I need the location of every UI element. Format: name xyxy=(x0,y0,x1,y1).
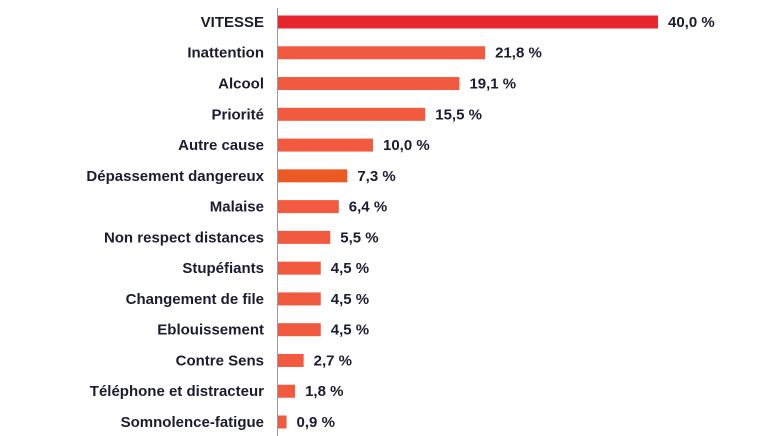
category-label: Stupéfiants xyxy=(182,260,264,277)
value-label: 10,0 % xyxy=(383,137,430,154)
category-label: Malaise xyxy=(210,199,264,216)
value-label: 21,8 % xyxy=(495,45,542,62)
value-label: 0,9 % xyxy=(297,414,335,431)
bar xyxy=(278,46,486,60)
bar xyxy=(278,138,373,152)
category-label: Somnolence-fatigue xyxy=(121,414,264,431)
category-label: VITESSE xyxy=(201,14,264,31)
value-label: 6,4 % xyxy=(349,199,387,216)
category-label: Autre cause xyxy=(178,137,264,154)
bar xyxy=(278,415,287,429)
category-label: Inattention xyxy=(187,45,264,62)
value-label: 4,5 % xyxy=(331,322,369,339)
category-label: Contre Sens xyxy=(176,352,264,369)
category-label: Non respect distances xyxy=(104,229,264,246)
category-label: Alcool xyxy=(218,76,264,93)
value-label: 5,5 % xyxy=(340,229,378,246)
bar xyxy=(278,261,321,275)
bar xyxy=(278,353,304,367)
value-label: 40,0 % xyxy=(668,14,715,31)
category-label: Téléphone et distracteur xyxy=(90,383,264,400)
category-label: Changement de file xyxy=(126,291,264,308)
category-label: Eblouissement xyxy=(157,322,264,339)
value-label: 19,1 % xyxy=(469,76,516,93)
value-label: 2,7 % xyxy=(314,352,352,369)
value-label: 4,5 % xyxy=(331,291,369,308)
bar xyxy=(278,323,321,337)
bar xyxy=(278,77,460,91)
bar xyxy=(278,384,296,398)
bar xyxy=(278,107,426,121)
bar xyxy=(278,169,348,183)
bar xyxy=(278,230,331,244)
value-label: 4,5 % xyxy=(331,260,369,277)
category-label: Priorité xyxy=(211,106,264,123)
value-label: 15,5 % xyxy=(435,106,482,123)
bar xyxy=(278,200,339,214)
bar xyxy=(278,292,321,306)
value-label: 1,8 % xyxy=(305,383,343,400)
category-label: Dépassement dangereux xyxy=(86,168,264,185)
value-label: 7,3 % xyxy=(357,168,395,185)
bar xyxy=(278,15,658,29)
